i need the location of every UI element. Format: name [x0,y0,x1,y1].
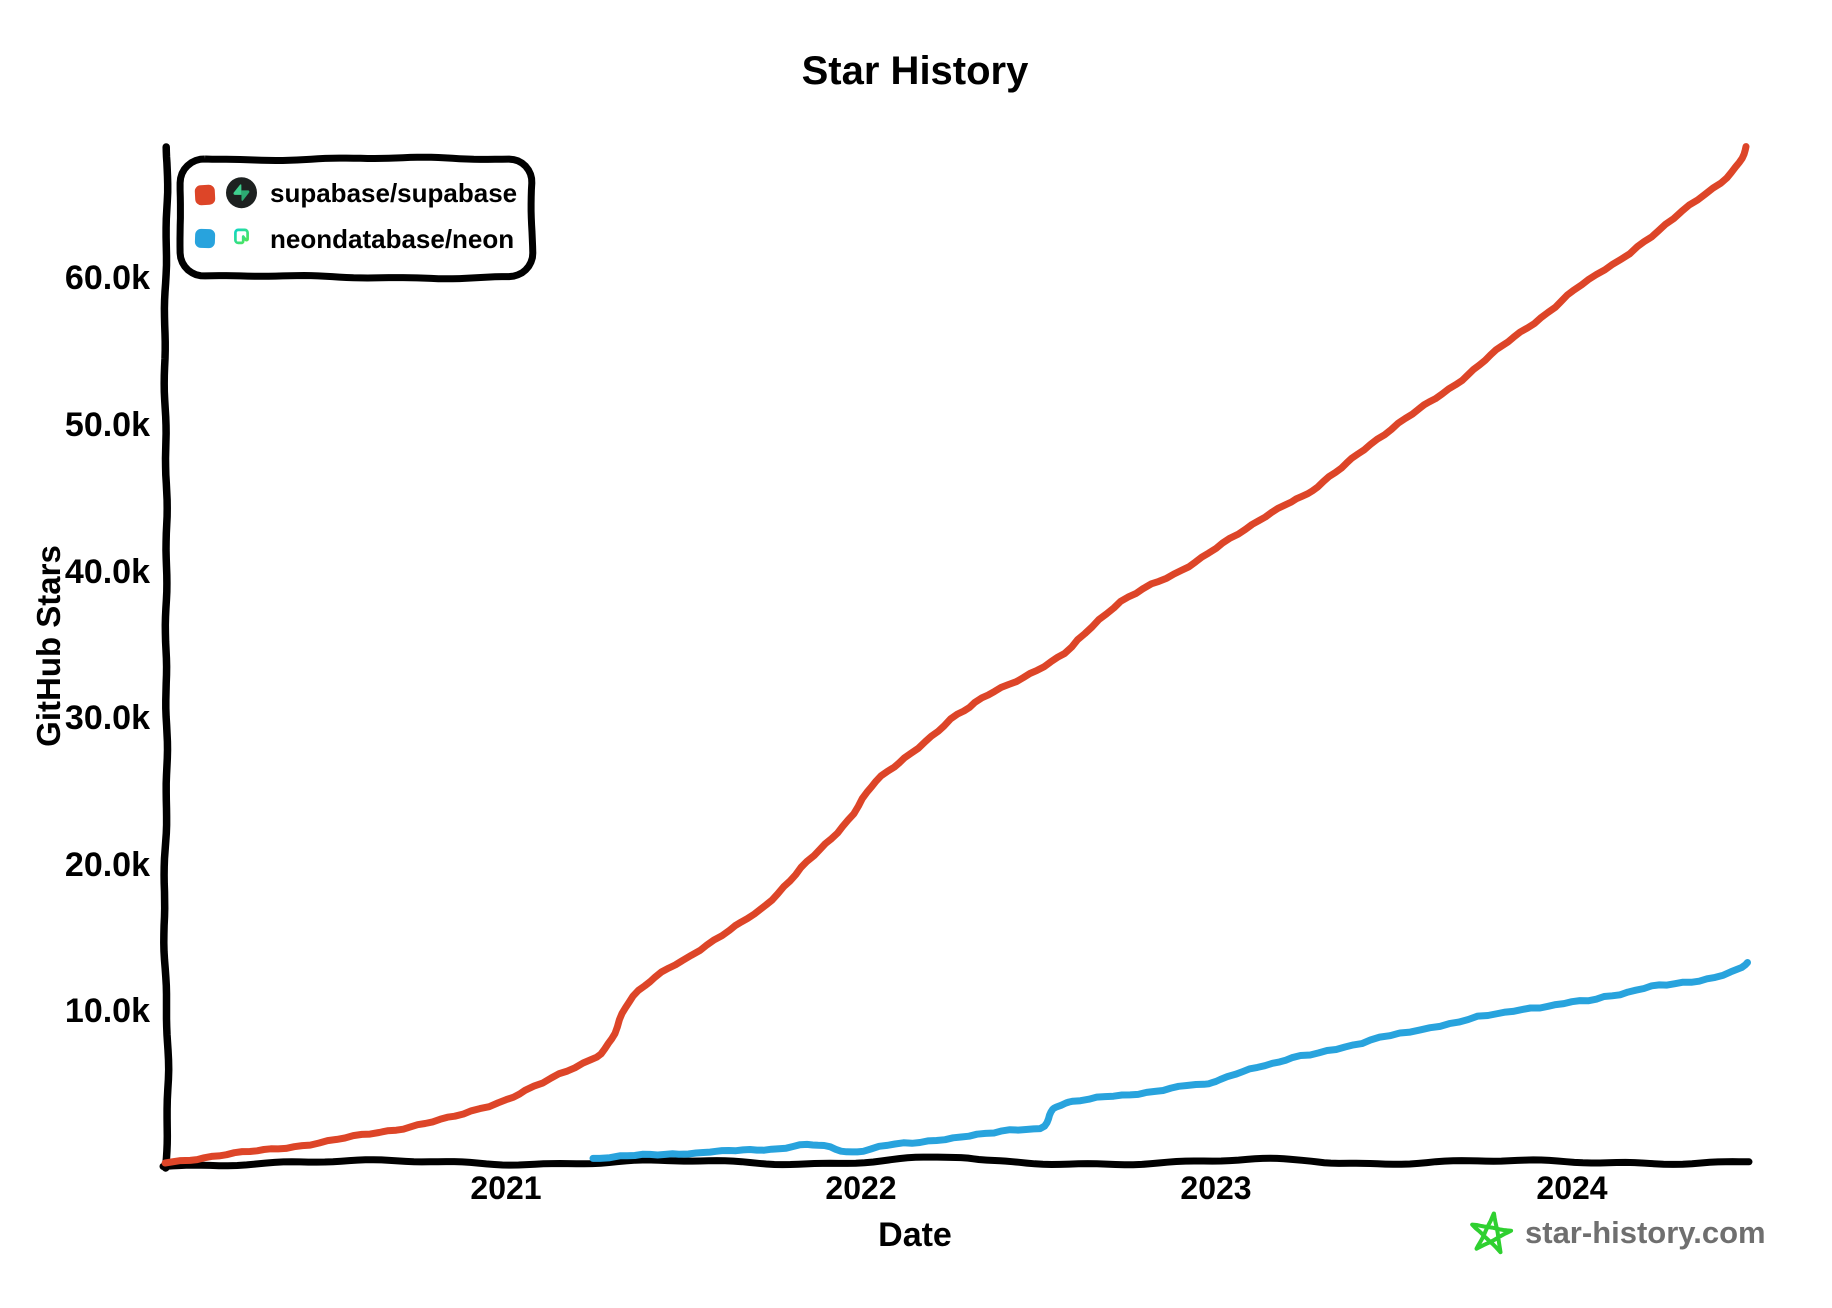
svg-text:GitHub Stars: GitHub Stars [30,545,67,747]
svg-text:2021: 2021 [470,1170,541,1206]
svg-text:neondatabase/neon: neondatabase/neon [270,224,514,254]
svg-text:2023: 2023 [1180,1170,1251,1206]
svg-text:Date: Date [878,1216,952,1254]
svg-text:40.0k: 40.0k [65,553,150,591]
svg-text:30.0k: 30.0k [65,699,150,737]
svg-text:2022: 2022 [825,1170,896,1206]
svg-text:20.0k: 20.0k [65,846,150,884]
svg-text:2024: 2024 [1536,1170,1607,1206]
svg-text:supabase/supabase: supabase/supabase [270,178,517,208]
svg-text:star-history.com: star-history.com [1525,1215,1766,1250]
svg-text:60.0k: 60.0k [65,259,150,297]
svg-text:50.0k: 50.0k [65,406,150,444]
svg-text:10.0k: 10.0k [65,992,150,1030]
svg-text:Star History: Star History [802,49,1029,93]
